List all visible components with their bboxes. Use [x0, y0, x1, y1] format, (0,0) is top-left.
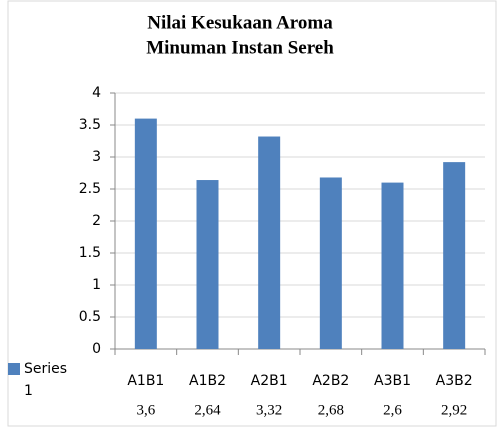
y-tick-label: 4 — [92, 85, 101, 101]
chart-title: Nilai Kesukaan Aroma — [147, 12, 333, 33]
value-label: 2,6 — [383, 402, 402, 418]
y-tick-label: 1 — [92, 277, 101, 293]
legend-swatch — [8, 363, 20, 375]
y-tick-label: 0 — [92, 341, 101, 357]
y-tick-label: 2 — [92, 213, 101, 229]
x-tick-label: A2B2 — [312, 373, 349, 389]
y-tick-label: 3 — [92, 149, 101, 165]
legend-word: 1 — [24, 383, 33, 399]
legend-label: Series 1 — [24, 361, 67, 399]
chart-title: Minuman Instan Sereh — [146, 37, 334, 58]
value-label: 3,6 — [136, 402, 155, 418]
x-tick-label: A1B2 — [189, 373, 226, 389]
bar — [443, 162, 466, 349]
legend-word: Series — [24, 361, 67, 377]
y-tick-label: 2.5 — [79, 181, 101, 197]
x-tick-label: A1B1 — [127, 373, 164, 389]
y-tick-label: 1.5 — [79, 245, 101, 261]
y-tick-label: 0.5 — [79, 309, 101, 325]
bar — [134, 118, 157, 349]
value-label: 2,92 — [441, 402, 467, 418]
x-tick-label: A2B1 — [251, 373, 288, 389]
bar — [319, 177, 342, 349]
x-tick-label: A3B2 — [436, 373, 473, 389]
value-label: 2,68 — [318, 402, 344, 418]
value-label: 3,32 — [256, 402, 282, 418]
bar — [196, 180, 219, 349]
chart-frame — [7, 0, 497, 427]
y-tick-label: 3.5 — [79, 117, 101, 133]
x-tick-label: A3B1 — [374, 373, 411, 389]
value-label: 2,64 — [194, 402, 221, 418]
bar — [381, 182, 404, 349]
bar — [258, 136, 281, 349]
